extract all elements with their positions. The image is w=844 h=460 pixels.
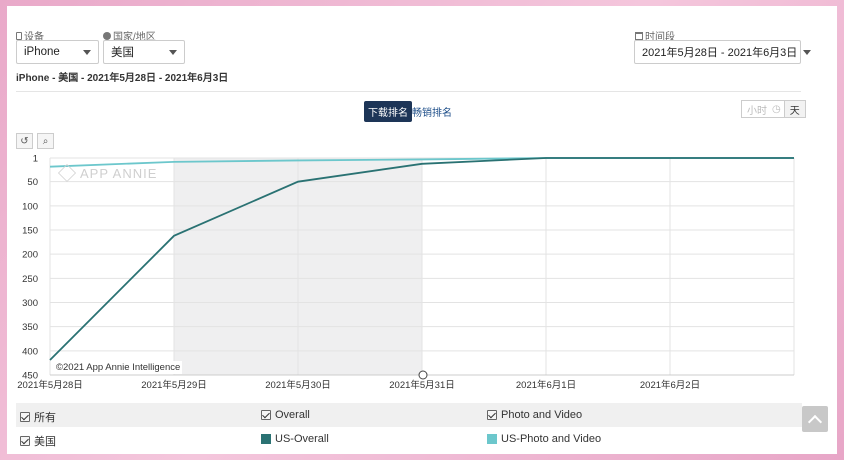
checkbox-icon xyxy=(20,436,30,446)
period-label-text: 时间段 xyxy=(645,32,675,43)
legend-us-overall[interactable]: US-Overall xyxy=(261,433,329,445)
copyright-note: ©2021 App Annie Intelligence xyxy=(54,361,183,374)
y-tick-label: 100 xyxy=(22,201,38,212)
y-tick-label: 350 xyxy=(22,322,38,333)
y-tick-label: 200 xyxy=(22,250,38,261)
x-tick-label: 2021年5月28日 xyxy=(17,379,82,391)
legend-us-photo-video[interactable]: US-Photo and Video xyxy=(487,433,601,445)
y-tick-label: 1 xyxy=(33,154,38,165)
magnifier-icon: ⌕ xyxy=(42,135,49,147)
legend-country-label: 美国 xyxy=(34,436,56,448)
legend-swatch-overall xyxy=(261,434,271,444)
country-select-value: 美国 xyxy=(111,47,134,59)
legend-us-overall-label: US-Overall xyxy=(275,433,329,445)
device-icon xyxy=(16,31,22,40)
country-select[interactable]: 美国 xyxy=(103,40,185,64)
country-label-text: 国家/地区 xyxy=(113,32,156,43)
tab-download-rank[interactable]: 下载排名 xyxy=(364,101,412,122)
period-select-value: 2021年5月28日 - 2021年6月3日 xyxy=(642,47,798,59)
diamond-icon xyxy=(57,163,77,183)
country-filter-label: 国家/地区 xyxy=(103,28,156,43)
period-select[interactable]: 2021年5月28日 - 2021年6月3日 xyxy=(634,40,812,64)
x-tick-label: 2021年5月30日 xyxy=(265,379,330,391)
device-select[interactable]: iPhone xyxy=(16,40,99,64)
device-filter-label: 设备 xyxy=(16,28,44,43)
globe-icon xyxy=(103,31,111,40)
granularity-toggle: 小时 ◷ 天 xyxy=(741,100,806,118)
legend-swatch-photo-video xyxy=(487,434,497,444)
x-tick-label: 2021年6月2日 xyxy=(640,379,700,391)
device-select-value: iPhone xyxy=(24,46,60,58)
watermark-logo-text: APP ANNIE xyxy=(80,165,158,181)
calendar-icon xyxy=(635,31,643,40)
y-tick-label: 50 xyxy=(27,177,38,188)
legend-overall-checkbox[interactable]: Overall xyxy=(261,409,310,421)
scroll-to-top-button[interactable] xyxy=(802,406,828,432)
checkbox-icon xyxy=(261,410,271,420)
granularity-day[interactable]: 天 xyxy=(783,101,805,117)
period-filter-label: 时间段 xyxy=(635,28,675,43)
x-tick-label: 2021年6月1日 xyxy=(516,379,576,391)
divider xyxy=(16,91,801,92)
y-tick-label: 450 xyxy=(22,371,38,382)
legend-all-label: 所有 xyxy=(34,412,56,424)
x-tick-label: 2021年5月31日 xyxy=(389,379,454,391)
range-handle-icon xyxy=(418,370,428,380)
watermark-logo: APP ANNIE xyxy=(57,163,158,183)
legend-table: 所有 Overall Photo and Video 美国 US-Overall xyxy=(16,403,802,451)
checkbox-icon xyxy=(487,410,497,420)
y-tick-label: 150 xyxy=(22,226,38,237)
legend-photo-video-checkbox[interactable]: Photo and Video xyxy=(487,409,582,421)
legend-header-row: 所有 Overall Photo and Video xyxy=(16,403,802,427)
clock-icon: ◷ xyxy=(772,103,781,115)
y-tick-label: 400 xyxy=(22,346,38,357)
granularity-hour[interactable]: 小时 xyxy=(747,105,767,117)
selection-summary: iPhone - 美国 - 2021年5月28日 - 2021年6月3日 xyxy=(16,73,229,84)
legend-photo-video-label: Photo and Video xyxy=(501,409,583,421)
x-tick-label: 2021年5月29日 xyxy=(141,379,206,391)
legend-us-photo-video-label: US-Photo and Video xyxy=(501,433,602,445)
chevron-down-icon xyxy=(169,49,177,55)
reset-zoom-button[interactable]: ↺ xyxy=(16,133,33,149)
undo-icon: ↺ xyxy=(20,135,29,147)
legend-country-checkbox[interactable]: 美国 xyxy=(20,433,56,449)
y-tick-label: 300 xyxy=(22,298,38,309)
legend-overall-label: Overall xyxy=(275,409,310,421)
legend-all-checkbox[interactable]: 所有 xyxy=(20,409,56,425)
zoom-button[interactable]: ⌕ xyxy=(37,133,54,149)
device-label-text: 设备 xyxy=(24,32,44,43)
checkbox-icon xyxy=(20,412,30,422)
app-frame: 设备 iPhone 国家/地区 美国 时间段 2021年5月28日 - 2021… xyxy=(7,6,837,454)
chevron-down-icon xyxy=(803,49,812,55)
legend-series-row: 美国 US-Overall US-Photo and Video xyxy=(16,427,802,451)
y-tick-label: 250 xyxy=(22,274,38,285)
series-line-us-overall xyxy=(49,157,794,361)
tab-grossing-rank[interactable]: 畅销排名 xyxy=(412,108,452,119)
chevron-down-icon xyxy=(83,49,91,55)
